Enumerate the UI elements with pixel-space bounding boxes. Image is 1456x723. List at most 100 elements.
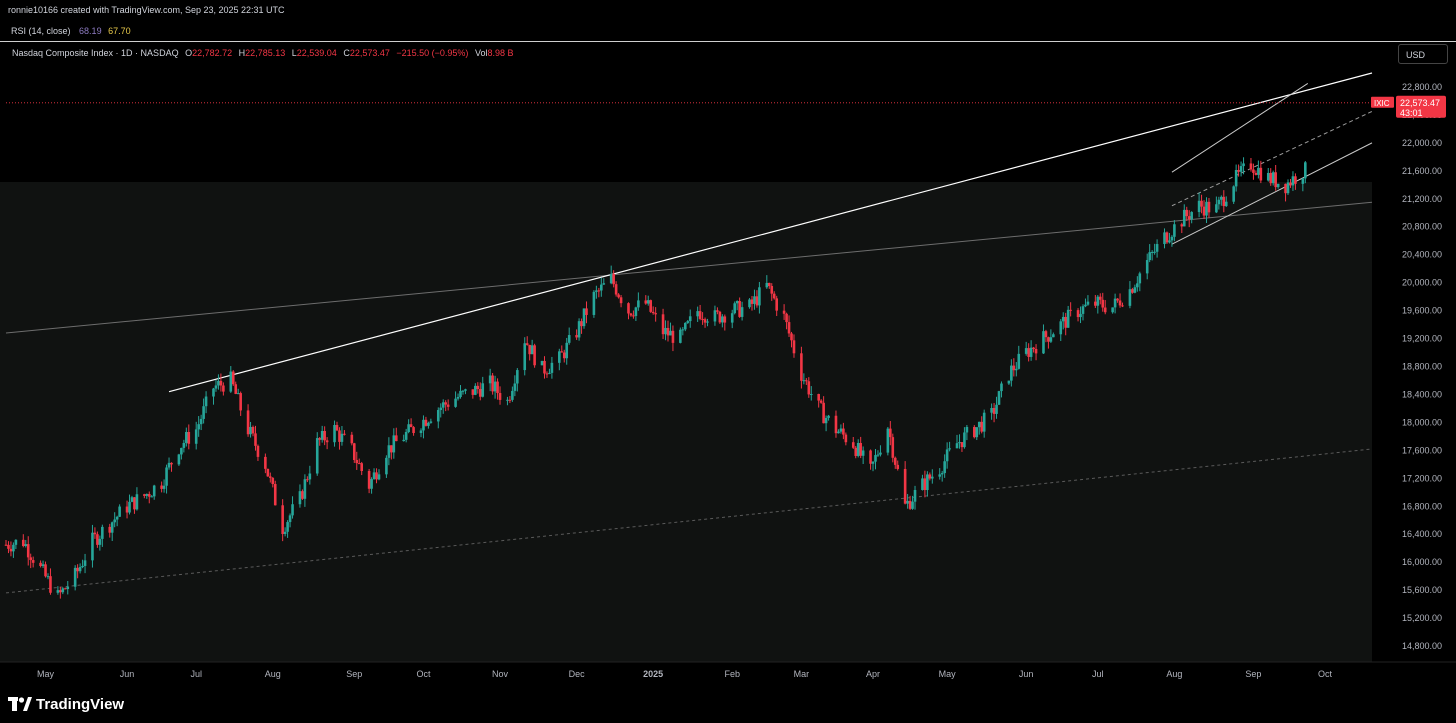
candle-body — [377, 474, 381, 480]
rsi-label[interactable]: RSI (14, close) — [11, 26, 71, 36]
candle-body — [1111, 307, 1114, 313]
candle-body — [1150, 251, 1154, 253]
candle-body — [254, 433, 257, 446]
candle-body — [923, 478, 927, 491]
candle-body — [160, 485, 163, 489]
candle-body — [271, 477, 275, 485]
candle-body — [133, 497, 136, 510]
candle-body — [61, 588, 65, 593]
candle-body — [938, 474, 942, 477]
candle-body — [464, 389, 467, 391]
candle-body — [318, 438, 322, 440]
close-label: C — [343, 48, 350, 58]
candle-body — [834, 415, 838, 434]
candle-body — [427, 422, 430, 426]
candle-body — [822, 402, 825, 424]
candle-body — [404, 432, 408, 440]
candle-body — [7, 544, 10, 549]
candle-body — [461, 390, 465, 392]
candle-body — [1259, 167, 1263, 181]
rsi-pane-header[interactable]: RSI (14, close) 68.19 67.70 — [0, 20, 1456, 42]
price-tag-countdown: 43:01 — [1400, 108, 1423, 118]
candle-body — [679, 329, 682, 343]
candle-body — [474, 385, 477, 395]
candle-body — [323, 430, 326, 441]
candle-body — [454, 398, 457, 407]
candle-body — [1284, 183, 1287, 194]
candle-body — [558, 351, 561, 363]
candle-body — [627, 303, 630, 314]
candle-body — [1257, 167, 1260, 175]
candle-body — [1237, 169, 1240, 172]
price-tag-value: 22,573.47 — [1400, 98, 1440, 108]
candle-body — [1286, 182, 1290, 194]
candle-body — [807, 381, 811, 395]
candle-body — [582, 308, 586, 327]
candle-body — [167, 462, 171, 468]
candle-body — [701, 318, 704, 320]
candle-body — [1301, 178, 1305, 184]
candle-body — [31, 560, 35, 563]
candle-body — [787, 322, 791, 334]
candle-body — [1276, 183, 1280, 188]
y-tick-label: 22,000.00 — [1402, 138, 1442, 148]
candle-body — [750, 299, 754, 304]
candle-body — [790, 333, 793, 341]
candle-body — [1116, 298, 1119, 301]
candle-body — [422, 419, 425, 431]
candle-body — [958, 442, 961, 444]
candle-body — [281, 505, 284, 534]
candle-body — [128, 501, 131, 513]
candle-body — [493, 381, 497, 392]
candle-body — [320, 430, 324, 440]
candle-body — [446, 404, 450, 407]
candle-body — [975, 427, 979, 438]
candle-body — [1029, 347, 1033, 357]
low-label: L — [291, 48, 297, 58]
candle-body — [903, 468, 907, 504]
candle-body — [1113, 298, 1117, 308]
candle-body — [1163, 232, 1166, 245]
candle-body — [24, 544, 28, 547]
symbol-legend[interactable]: Nasdaq Composite Index · 1D · NASDAQ O22… — [12, 48, 514, 58]
candle-body — [288, 515, 292, 523]
candle-body — [948, 448, 951, 450]
candle-body — [96, 534, 99, 545]
candle-body — [1017, 353, 1021, 369]
candle-body — [177, 454, 181, 465]
candle-body — [931, 476, 934, 479]
candle-body — [851, 442, 855, 448]
candle-body — [560, 351, 564, 353]
candle-body — [170, 462, 173, 465]
volume-value: 8.98 B — [487, 48, 514, 58]
y-tick-label: 19,200.00 — [1402, 334, 1442, 344]
change-value: −215.50 (−0.95%) — [396, 48, 469, 58]
tradingview-logo[interactable]: TradingView — [8, 695, 124, 713]
candle-body — [632, 315, 635, 317]
candle-body — [1274, 172, 1277, 188]
candle-body — [748, 299, 751, 308]
candle-body — [1059, 321, 1063, 335]
candle-body — [733, 303, 736, 314]
candle-body — [1121, 305, 1124, 307]
candle-body — [1131, 289, 1134, 293]
y-tick-label: 16,000.00 — [1402, 557, 1442, 567]
candle-body — [1173, 224, 1176, 237]
candle-body — [229, 371, 233, 392]
candle-body — [802, 380, 806, 382]
currency-button[interactable]: USD — [1398, 44, 1448, 64]
candle-body — [856, 442, 860, 456]
x-tick-label: Sep — [346, 669, 362, 679]
candle-body — [59, 590, 62, 593]
candle-body — [355, 460, 359, 464]
candle-body — [669, 330, 672, 336]
symbol-title[interactable]: Nasdaq Composite Index · 1D · NASDAQ — [12, 48, 179, 58]
candle-body — [41, 564, 45, 567]
candle-body — [444, 402, 447, 405]
candle-body — [73, 567, 77, 587]
high-value: 22,785.13 — [245, 48, 286, 58]
candle-body — [488, 375, 492, 384]
candle-body — [908, 500, 912, 509]
y-tick-label: 22,800.00 — [1402, 82, 1442, 92]
